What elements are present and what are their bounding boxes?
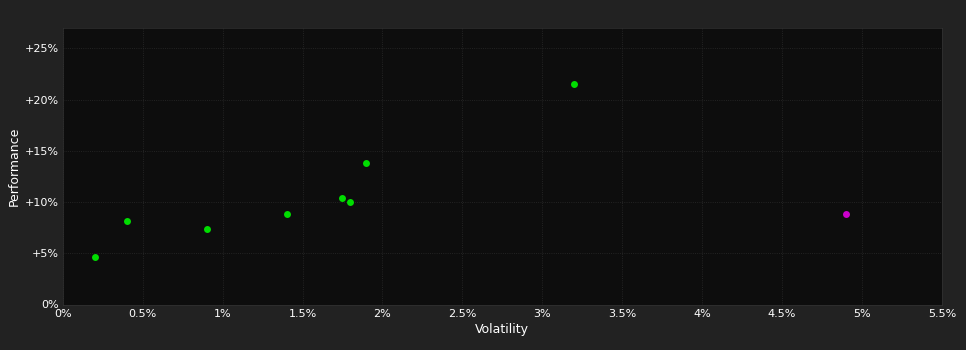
Point bbox=[343, 199, 358, 205]
Point bbox=[358, 160, 374, 166]
Point bbox=[566, 82, 582, 87]
X-axis label: Volatility: Volatility bbox=[475, 323, 529, 336]
Point bbox=[838, 212, 854, 217]
Y-axis label: Performance: Performance bbox=[8, 127, 20, 206]
Point bbox=[279, 212, 295, 217]
Point bbox=[87, 254, 102, 260]
Point bbox=[199, 226, 214, 231]
Point bbox=[119, 218, 134, 223]
Point bbox=[335, 195, 351, 201]
